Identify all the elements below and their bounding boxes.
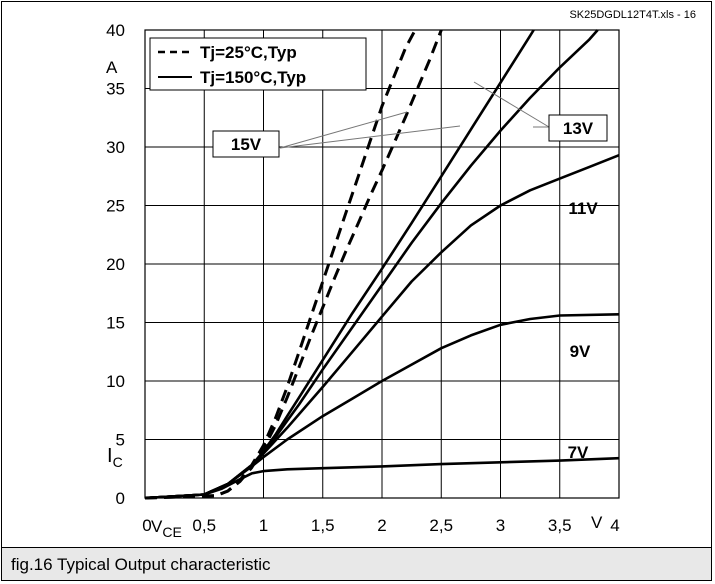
curves — [144, 29, 620, 500]
y-axis-label: IC — [107, 445, 123, 470]
legend-box — [149, 37, 367, 91]
x-tick-label: 1,5 — [311, 516, 335, 535]
y-axis-symbol: I — [107, 445, 113, 467]
x-tick-label: 1 — [259, 516, 268, 535]
annotation-15v: 15V — [231, 135, 262, 154]
legend: Tj=25°C,Typ Tj=150°C,Typ — [149, 37, 367, 91]
y-tick-label: 35 — [106, 80, 125, 99]
x-tick-label: 2,5 — [429, 516, 453, 535]
annotation-9v: 9V — [570, 342, 591, 361]
annotation-11v: 11V — [568, 199, 598, 218]
leader-15v-solid — [279, 125, 461, 149]
y-tick-label: 20 — [106, 255, 125, 274]
x-axis-subscript: CE — [162, 524, 181, 540]
x-tick-label: 3 — [496, 516, 505, 535]
x-axis-label: VCE — [151, 517, 182, 540]
caption-bar: fig.16 Typical Output characteristic — [1, 547, 712, 581]
annotation-leaders — [279, 81, 550, 149]
series-7v-150c-line — [144, 456, 620, 500]
legend-entry-150c: Tj=150°C,Typ — [200, 68, 306, 87]
leader-15v-dashed — [279, 111, 408, 149]
x-tick-label: 0 — [142, 516, 151, 535]
x-tick-label: 2 — [377, 516, 386, 535]
annotation-7v: 7V — [568, 443, 589, 462]
y-tick-label: 5 — [116, 431, 125, 450]
annotation-15v-box — [212, 130, 280, 158]
x-tick-label: 4 — [610, 516, 619, 535]
y-tick-label: 0 — [116, 489, 125, 508]
y-unit-label: A — [106, 58, 118, 77]
y-tick-label: 25 — [106, 197, 125, 216]
x-tick-label: 3,5 — [548, 516, 572, 535]
grid — [145, 30, 619, 498]
plot-border — [144, 29, 620, 499]
legend-entry-25c: Tj=25°C,Typ — [200, 43, 297, 62]
x-axis-symbol: V — [151, 517, 163, 536]
y-tick-label: 40 — [106, 21, 125, 40]
annotation-13v: 13V — [563, 119, 594, 138]
y-tick-label: 30 — [106, 138, 125, 157]
file-label: SK25DGDL12T4T.xls - 16 — [569, 9, 696, 21]
y-tick-label: 10 — [106, 372, 125, 391]
y-tick-label: 15 — [106, 314, 125, 333]
x-tick-label: 0,5 — [192, 516, 216, 535]
series-9v-150c-line — [144, 313, 620, 500]
annotation-13v-box — [548, 114, 608, 142]
leader-13v-dashed — [473, 81, 550, 128]
x-unit-label: V — [591, 513, 603, 532]
y-axis-subscript: C — [113, 454, 123, 470]
figure-caption: fig.16 Typical Output characteristic — [11, 555, 271, 574]
